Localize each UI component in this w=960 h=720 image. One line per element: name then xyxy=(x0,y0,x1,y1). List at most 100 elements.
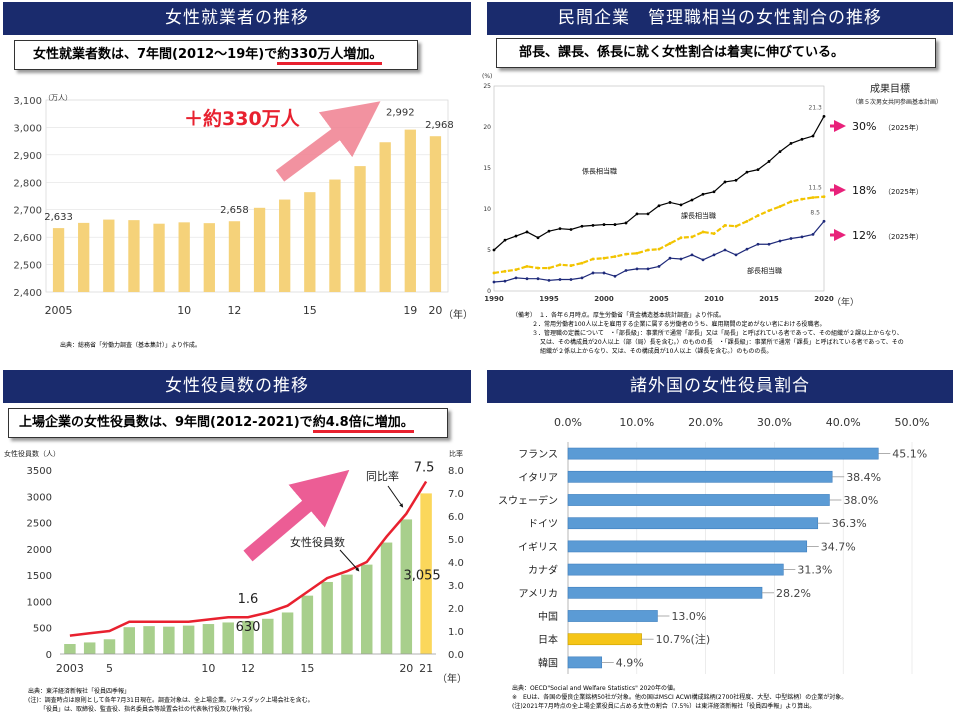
x-tick-label: 21 xyxy=(419,662,433,675)
data-point xyxy=(723,224,727,227)
x-tick-label: 2020 xyxy=(814,295,834,303)
bar xyxy=(222,622,234,654)
category-label: 日本 xyxy=(538,633,558,646)
count-label-2012: 630 xyxy=(236,620,261,635)
data-point xyxy=(778,239,782,243)
panel-country-share: 諸外国の女性役員割合 0.0% 10.0% 20.0% 30.0% 40.0% 50.0%… xyxy=(480,360,960,720)
bar xyxy=(379,142,391,292)
y-tick-label: 2,900 xyxy=(13,151,42,162)
note-line-2: ２．常用労働者100人以上を雇用する企業に属する労働者のうち、雇用期間の定めがな… xyxy=(532,321,826,328)
data-point xyxy=(679,203,683,207)
x-tick-label: 0.0% xyxy=(554,416,582,429)
data-point xyxy=(602,271,606,275)
data-point xyxy=(811,233,815,236)
data-point xyxy=(668,201,672,204)
data-point xyxy=(734,178,738,182)
data-point xyxy=(635,212,639,216)
callout-highlight: 約4.8倍に増加。 xyxy=(312,415,414,433)
y-tick-label: 3,000 xyxy=(13,123,42,134)
x-tick-label: 19 xyxy=(403,304,417,317)
data-point xyxy=(547,278,551,282)
data-point xyxy=(657,265,661,268)
value-label: 34.7% xyxy=(821,540,856,553)
data-point xyxy=(668,256,672,260)
x-tick-label: 15 xyxy=(303,304,317,317)
target-year: （2025年） xyxy=(884,232,923,241)
ratio-label-2012: 1.6 xyxy=(238,592,259,607)
y2-unit-label: 比率 xyxy=(449,449,463,458)
category-label: アメリカ xyxy=(519,588,559,600)
data-point xyxy=(811,196,815,199)
data-point xyxy=(536,266,540,270)
data-point xyxy=(514,234,518,238)
panel-manager-share: 民間企業 管理職相当の女性割合の推移 部長、課長、係長に就く女性割合は着実に伸び… xyxy=(480,0,960,360)
data-point xyxy=(536,277,540,281)
data-point xyxy=(800,197,804,201)
panel-title: 諸外国の女性役員割合 xyxy=(487,370,953,403)
bar xyxy=(123,627,136,654)
data-label: 2,968 xyxy=(425,120,454,131)
data-point xyxy=(635,251,639,255)
data-point xyxy=(811,134,815,138)
data-point xyxy=(492,280,496,284)
targets-heading: 成果目標 xyxy=(870,82,910,95)
note-line-3: ３．管理職の定義について ・「部長級」：事業所で通常「部長」又は「局長」と呼ばれ… xyxy=(532,330,903,337)
ratio-line xyxy=(69,480,428,637)
x-tick-label: 1990 xyxy=(484,295,504,303)
x-tick-label: 2005 xyxy=(45,304,73,317)
ratio-label-2021: 7.5 xyxy=(414,461,435,476)
panel-female-executives: 女性役員数の推移 上場企業の女性役員数は、9年間(2012-2021)で約4.8… xyxy=(0,360,480,720)
y-tick-label: 500 xyxy=(33,624,52,635)
data-label: 2,633 xyxy=(44,212,73,223)
data-point xyxy=(503,269,507,273)
bar xyxy=(182,625,195,654)
manager-share-chart: (%) 0 5 10 15 20 25 1990 1995 2000 2005 2010 2015 202… xyxy=(482,73,942,308)
y2-tick-label: 5.0 xyxy=(448,535,464,546)
end-value-label: 21.3 xyxy=(809,104,823,111)
bar xyxy=(567,540,808,553)
target-year: （2025年） xyxy=(884,187,923,196)
note-line-5: 組織が２係以上からなり、又は、その構成員が10人以上（課長を含む。）のものの長。 xyxy=(540,348,773,355)
data-point xyxy=(723,248,727,252)
data-point xyxy=(657,247,661,251)
value-label: 28.2% xyxy=(776,587,811,600)
source-note-3: 「役員」は、取締役、監査役、指名委員会等設置会社の代表執行役及び執行役。 xyxy=(40,706,257,713)
data-point xyxy=(591,224,595,227)
bar xyxy=(567,447,879,460)
bar xyxy=(567,586,763,599)
x-tick-label: 5 xyxy=(106,662,113,675)
value-label: 4.9% xyxy=(616,656,644,669)
callout-lead: 上場企業の女性役員数は、9年間(2012-2021)で xyxy=(19,415,313,430)
y2-tick-label: 3.0 xyxy=(448,581,464,592)
data-point xyxy=(822,114,826,118)
category-label: ドイツ xyxy=(528,519,558,530)
y-tick-label: 0 xyxy=(46,650,52,661)
panel-title: 民間企業 管理職相当の女性割合の推移 xyxy=(487,2,953,35)
bar xyxy=(304,192,316,292)
y2-tick-label: 7.0 xyxy=(448,489,464,500)
bar xyxy=(567,563,784,576)
data-point xyxy=(756,168,760,172)
end-value-label: 11.5 xyxy=(809,185,823,192)
data-point xyxy=(558,263,562,267)
data-point xyxy=(789,200,793,204)
data-point xyxy=(613,255,617,258)
y-tick-label: 2,800 xyxy=(13,178,42,189)
bar xyxy=(281,612,294,654)
bar xyxy=(301,595,314,654)
series-line xyxy=(493,116,825,251)
end-value-label: 8.5 xyxy=(810,209,820,216)
bar xyxy=(153,223,165,292)
value-label: 10.7%(注) xyxy=(656,632,711,646)
data-point xyxy=(690,198,694,202)
data-point xyxy=(657,204,661,208)
data-point xyxy=(701,258,705,262)
data-point xyxy=(580,276,584,280)
value-label: 31.3% xyxy=(797,564,832,577)
data-point xyxy=(789,142,793,145)
growth-annotation: ＋約330万人 xyxy=(184,107,301,130)
y2-tick-label: 0.0 xyxy=(448,650,464,661)
bar xyxy=(78,222,90,292)
data-label: 2,992 xyxy=(386,108,415,119)
data-point xyxy=(745,219,749,223)
